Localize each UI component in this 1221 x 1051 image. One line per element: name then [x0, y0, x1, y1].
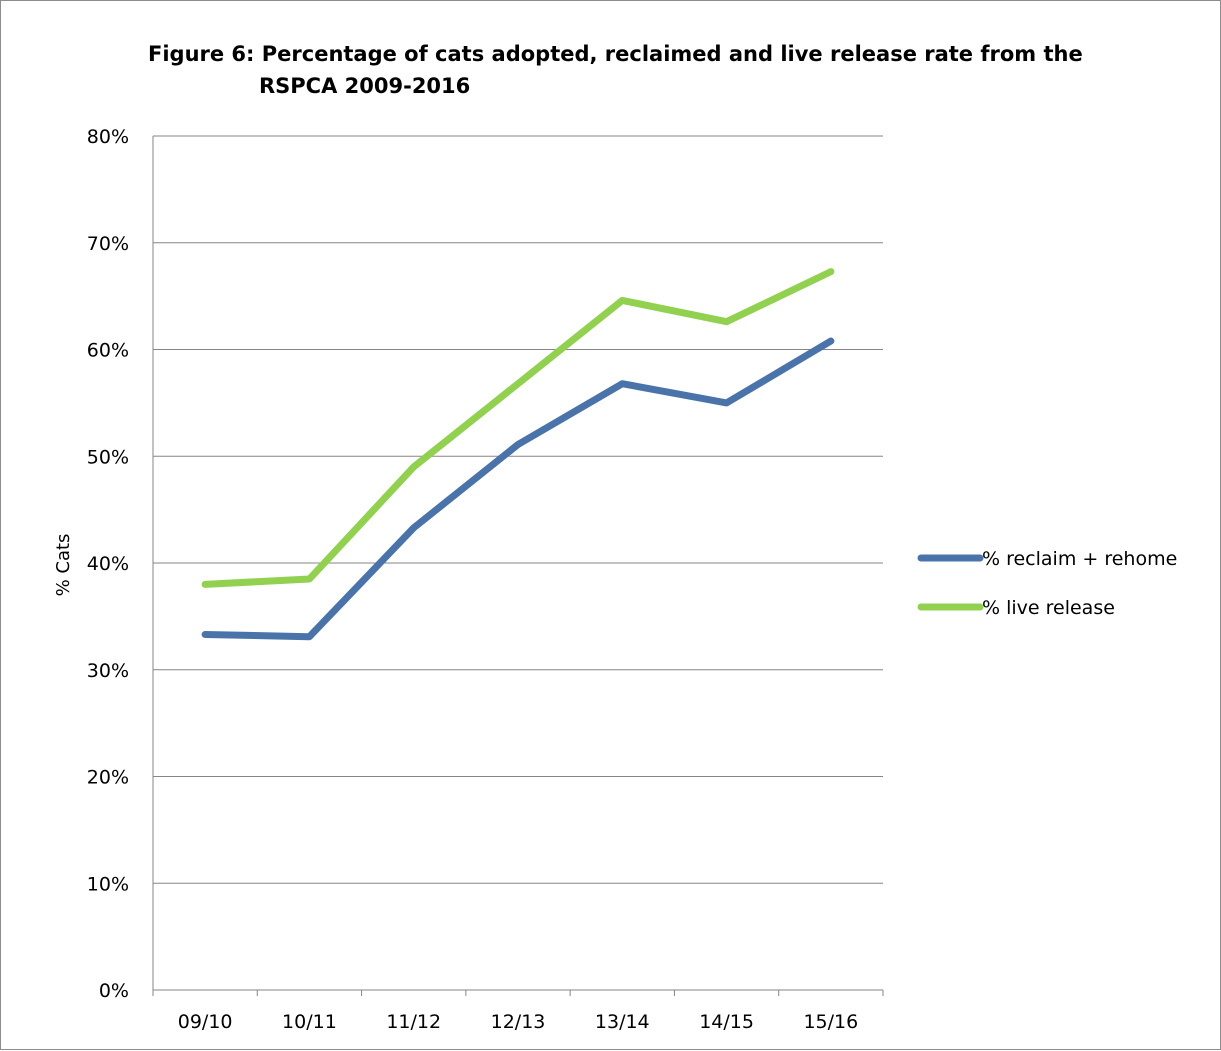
x-tick-label: 09/10	[178, 1011, 233, 1033]
series-line-1	[201, 268, 835, 588]
x-tick-label: 12/13	[491, 1011, 546, 1033]
y-tick-label: 70%	[87, 233, 129, 255]
y-tick-labels: 0% 10% 20% 30% 40% 50% 60% 70% 80%	[87, 126, 129, 1002]
x-tick-label: 11/12	[386, 1011, 441, 1033]
x-tick-label: 10/11	[282, 1011, 337, 1033]
series-line-0	[201, 337, 835, 641]
y-tick-label: 30%	[87, 660, 129, 682]
y-tick-label: 80%	[87, 126, 129, 148]
x-tick-label: 14/15	[699, 1011, 754, 1033]
chart-title-line2: RSPCA 2009-2016	[259, 74, 471, 98]
chart-title: Figure 6: Percentage of cats adopted, re…	[148, 38, 1108, 102]
x-tick-labels: 09/10 10/11 11/12 12/13 13/14 14/15 15/16	[178, 1011, 858, 1033]
x-tick-label: 13/14	[595, 1011, 650, 1033]
y-tick-label: 60%	[87, 340, 129, 362]
x-tick-label: 15/16	[803, 1011, 858, 1033]
y-tick-label: 50%	[87, 446, 129, 468]
chart-title-line1: Figure 6: Percentage of cats adopted, re…	[148, 42, 1083, 66]
legend-label-1: % live release	[982, 597, 1115, 619]
y-tick-label: 0%	[99, 980, 129, 1002]
y-tick-label: 20%	[87, 767, 129, 789]
series-lines	[201, 268, 835, 641]
y-tick-label: 40%	[87, 553, 129, 575]
y-tick-label: 10%	[87, 873, 129, 895]
legend: % reclaim + rehome % live release	[917, 548, 1177, 619]
axes	[152, 136, 884, 996]
y-axis-title: % Cats	[53, 534, 74, 597]
gridlines	[153, 135, 883, 884]
legend-label-0: % reclaim + rehome	[982, 548, 1177, 570]
